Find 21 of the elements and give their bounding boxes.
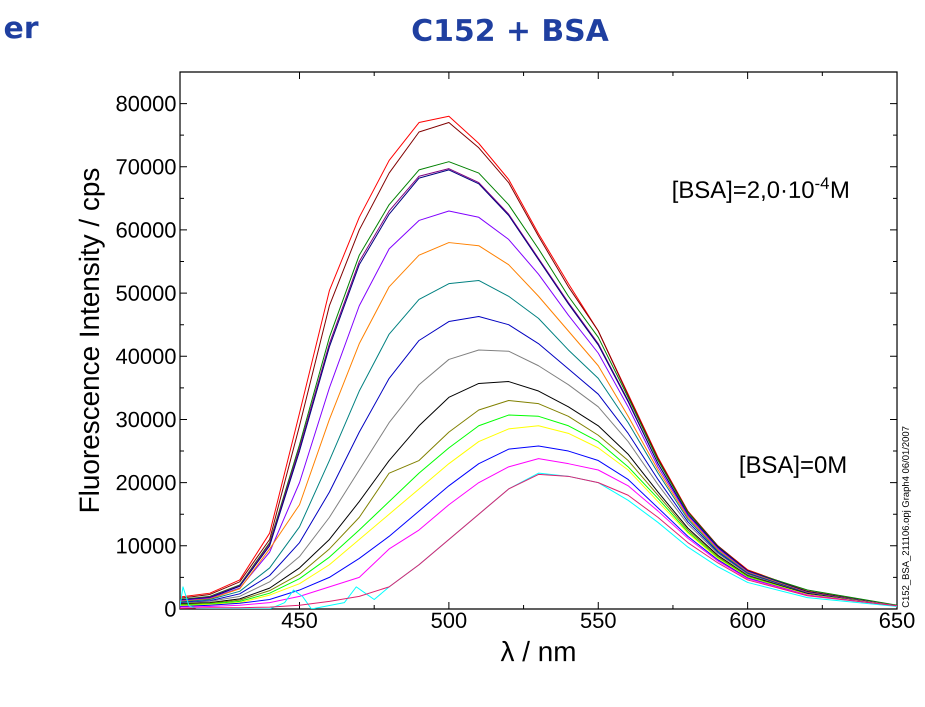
y-tick-label: 40000 <box>116 348 176 364</box>
text: er <box>4 21 38 39</box>
y-tick-label: 70000 <box>116 158 176 175</box>
y-tick-label: 80000 <box>116 96 176 112</box>
y-tick-label: 10000 <box>117 538 176 554</box>
annotation: [BSA]=2,0·10$^{-4}$M <box>673 177 848 203</box>
x-tick-label: 550 <box>580 612 616 628</box>
x-tick-label: 600 <box>730 612 766 628</box>
y-tick-label: 0 <box>165 601 176 617</box>
y-axis-title: Fluorescence Intensity / cps <box>78 168 105 512</box>
y-tick-label: 20000 <box>116 474 176 490</box>
annotation: [BSA]=0M <box>740 456 846 478</box>
y-tick-label: 60000 <box>116 222 176 238</box>
x-tick-label: 450 <box>282 612 317 628</box>
x-tick-label: 500 <box>431 612 466 628</box>
x-axis-title: λ / nm <box>500 640 575 662</box>
x-tick-label: 650 <box>880 612 914 628</box>
text: C152_BSA_211106.opj Graph4 06/01/2007 <box>902 426 911 608</box>
y-tick-label: 30000 <box>116 412 176 428</box>
y-tick-label: 50000 <box>116 285 176 301</box>
chart-title: C152 + BSA <box>412 18 609 42</box>
